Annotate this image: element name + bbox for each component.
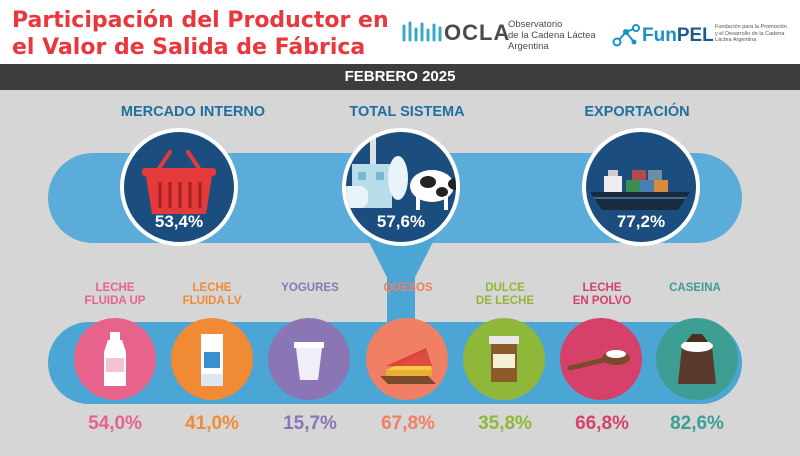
circle-caseina: [656, 318, 738, 400]
value-mercado-interno: 53,4%: [154, 212, 204, 231]
label-caseina-2: CASEINA: [669, 282, 721, 294]
milk-carton-icon: [201, 334, 223, 386]
funpel-name: FunPEL: [642, 25, 714, 47]
ocla-subtitle: Observatorio de la Cadena Láctea Argenti…: [508, 19, 596, 52]
label-leche-fluida-up: LECHE FLUIDA UP: [65, 282, 165, 308]
casein-sack-icon: [678, 334, 716, 384]
ocla-name: OCLA: [444, 20, 511, 45]
value-caseina: 82,6%: [670, 413, 724, 434]
value-exportacion: 77,2%: [616, 212, 666, 231]
basket-icon: [142, 150, 216, 214]
label-dulce-de-leche: DULCE DE LECHE: [455, 282, 555, 308]
label-yogures: YOGURES: [260, 282, 360, 295]
label-dulce-de-leche-1: DULCE: [485, 282, 525, 294]
label-caseina: CASEINA: [645, 282, 745, 295]
title-line-1: Participación del Productor en: [12, 8, 389, 33]
title-line-2: el Valor de Salida de Fábrica: [12, 35, 366, 60]
cheese-icon: [380, 348, 436, 384]
label-yogures-2: YOGURES: [281, 282, 339, 294]
label-leche-en-polvo: LECHE EN POLVO: [552, 282, 652, 308]
ocla-sub-3: Argentina: [508, 41, 549, 52]
label-mercado-interno: MERCADO INTERNO: [120, 104, 266, 120]
label-exportacion: EXPORTACIÓN: [584, 104, 690, 120]
circle-leche-en-polvo: [560, 318, 642, 400]
value-quesos: 67,8%: [381, 413, 435, 434]
circle-dulce-de-leche: [463, 318, 545, 400]
label-dulce-de-leche-2: DE LECHE: [475, 295, 535, 307]
label-leche-fluida-lv: LECHE FLUIDA LV: [162, 282, 262, 308]
value-yogures: 15,7%: [283, 413, 337, 434]
yogurt-cup-icon: [294, 342, 324, 380]
factory-cow-icon: [346, 134, 456, 210]
label-leche-en-polvo-1: LECHE: [582, 282, 622, 294]
circle-mercado-interno: 53,4%: [120, 128, 238, 246]
circle-exportacion: 77,2%: [582, 128, 700, 246]
page-title: Participación del Productor en el Valor …: [12, 7, 389, 61]
label-total-sistema: TOTAL SISTEMA: [349, 104, 465, 120]
cargo-ship-icon: [590, 170, 690, 210]
ocla-logo: OCLA Observatorio de la Cadena Láctea Ar…: [402, 16, 602, 60]
funpel-sub-2: y el Desarrollo de la Cadena: [715, 30, 785, 37]
funpel-name-a: Fun: [642, 25, 677, 46]
funpel-network-icon: [612, 24, 640, 47]
value-leche-fluida-lv: 41,0%: [185, 413, 239, 434]
funpel-subtitle: Fundación para la Promoción y el Desarro…: [715, 24, 787, 44]
label-leche-fluida-up-1: LECHE: [95, 282, 135, 294]
ocla-wave-icon: [402, 21, 442, 42]
circle-leche-fluida-up: [74, 318, 156, 400]
label-leche-fluida-lv-2: FLUIDA LV: [182, 295, 242, 307]
ocla-sub-2: de la Cadena Láctea: [508, 30, 596, 41]
value-total-sistema: 57,6%: [376, 212, 426, 231]
powder-spoon-icon: [567, 350, 630, 371]
circle-total-sistema: 57,6%: [342, 128, 460, 246]
date-bar: [0, 64, 800, 90]
header: Participación del Productor en el Valor …: [0, 0, 800, 64]
label-leche-fluida-lv-1: LECHE: [192, 282, 232, 294]
label-quesos-2: QUESOS: [383, 282, 433, 294]
value-leche-fluida-up: 54,0%: [88, 413, 142, 434]
circle-yogures: [268, 318, 350, 400]
funpel-name-b: PEL: [676, 25, 714, 46]
funpel-sub-3: Láctea Argentina: [715, 37, 757, 43]
value-dulce-de-leche: 35,8%: [478, 413, 532, 434]
date-label: FEBRERO 2025: [344, 68, 456, 85]
funpel-sub-1: Fundación para la Promoción: [715, 24, 787, 30]
circle-quesos: [366, 318, 448, 400]
label-leche-en-polvo-2: EN POLVO: [572, 295, 632, 307]
value-leche-en-polvo: 66,8%: [575, 413, 629, 434]
circle-leche-fluida-lv: [171, 318, 253, 400]
ocla-sub-1: Observatorio: [508, 19, 563, 30]
label-quesos: QUESOS: [358, 282, 458, 295]
label-leche-fluida-up-2: FLUIDA UP: [84, 295, 146, 307]
milk-bottle-icon: [104, 332, 126, 386]
dulce-jar-icon: [489, 336, 519, 382]
funpel-logo: FunPEL Fundación para la Promoción y el …: [612, 22, 797, 62]
